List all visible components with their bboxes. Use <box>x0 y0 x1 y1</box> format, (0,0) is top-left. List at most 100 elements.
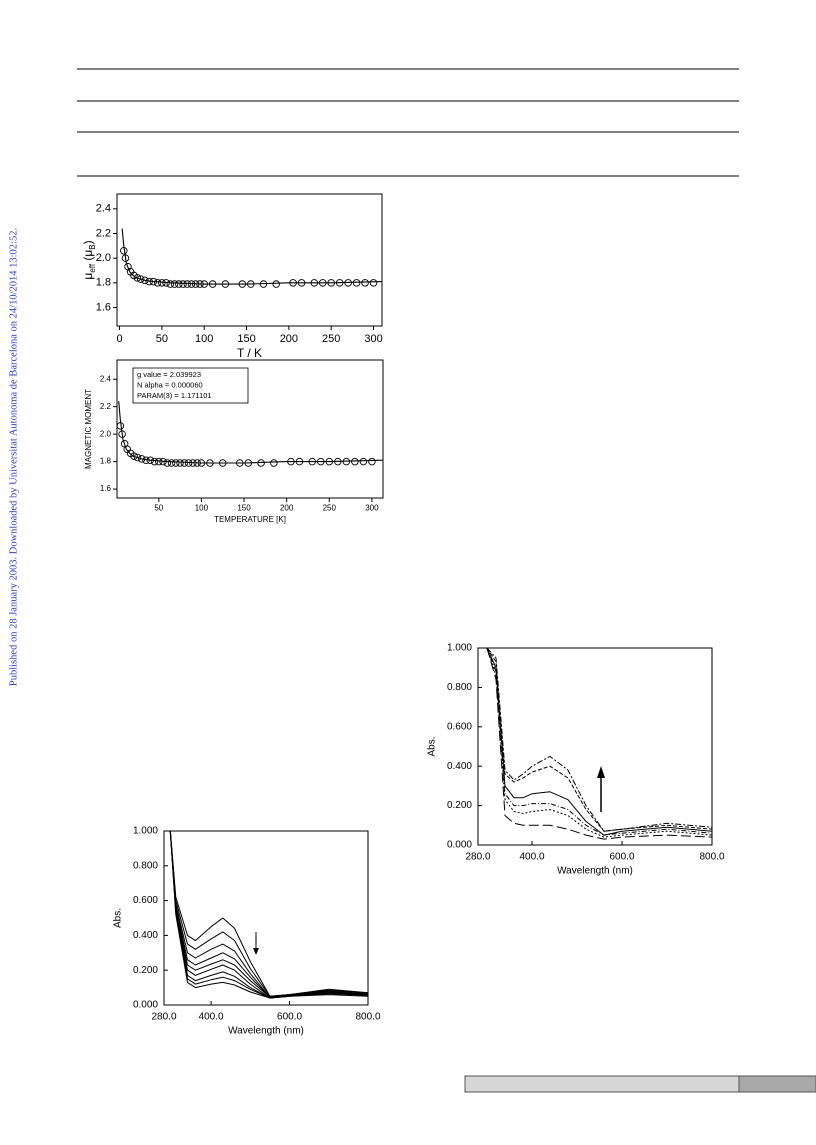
y-tick-label: 2.4 <box>96 203 111 215</box>
y-tick-label: 0.800 <box>133 860 158 871</box>
y-axis-label-part: μ <box>81 273 95 280</box>
y-tick-label: 0.400 <box>133 930 158 941</box>
data-point <box>172 459 180 467</box>
y-tick-label: 0.000 <box>133 1000 158 1011</box>
data-point <box>175 280 183 288</box>
y-axis-label-sub: B <box>88 244 97 249</box>
y-tick-label: 2.0 <box>100 429 112 438</box>
footer-bar <box>464 1075 740 1093</box>
data-line <box>486 647 713 838</box>
data-point <box>369 279 378 287</box>
data-point <box>368 457 376 466</box>
y-tick-label: 0.600 <box>447 721 472 732</box>
y-tick-label: 1.6 <box>100 484 112 493</box>
y-tick-label: 0.600 <box>133 895 158 906</box>
data-line <box>486 647 713 832</box>
data-line <box>169 830 369 999</box>
data-point <box>272 280 280 288</box>
data-line <box>169 830 369 998</box>
y-axis-label: Abs. <box>113 908 124 928</box>
x-tick-label: 250 <box>323 503 337 512</box>
data-point <box>133 453 142 462</box>
x-tick-label: 800.0 <box>699 852 724 863</box>
note-box <box>132 367 249 404</box>
note: N alpha = 0.000060 <box>137 380 203 389</box>
data-line <box>121 228 383 285</box>
x-tick-label: 100 <box>195 503 209 512</box>
y-tick-label: 0.200 <box>447 800 472 811</box>
y-axis-label-sub: eff <box>88 263 97 273</box>
data-point <box>361 279 369 287</box>
x-tick-label: 300 <box>364 333 382 345</box>
plot-frame <box>116 193 383 327</box>
x-tick-label: 100 <box>195 333 213 345</box>
note: g value = 2.039923 <box>137 370 201 379</box>
data-point <box>130 452 138 460</box>
x-tick-label: 400.0 <box>519 852 544 863</box>
plot-frame <box>477 647 713 846</box>
y-tick-label: 0.400 <box>447 761 472 772</box>
x-tick-label: 280.0 <box>151 1012 176 1023</box>
x-tick-label: 150 <box>237 503 251 512</box>
y-tick-label: 0.000 <box>447 840 472 851</box>
data-point <box>136 275 145 283</box>
y-tick-label: 1.000 <box>447 643 472 654</box>
note: PARAM(3) = 1.171101 <box>137 391 212 400</box>
data-line <box>486 647 713 836</box>
x-tick-label: 200 <box>280 333 298 345</box>
x-tick-label: 0 <box>116 333 122 345</box>
data-point <box>167 459 176 467</box>
arrow-head <box>253 948 259 955</box>
data-point <box>179 280 187 288</box>
x-tick-label: 600.0 <box>609 852 634 863</box>
data-line <box>486 647 713 840</box>
data-point <box>153 279 162 287</box>
data-point <box>359 457 368 466</box>
x-tick-label: 300 <box>365 503 379 512</box>
x-tick-label: 50 <box>156 333 168 345</box>
plot-frame <box>116 359 384 499</box>
y-tick-label: 0.800 <box>447 682 472 693</box>
y-tick-label: 1.8 <box>100 457 112 466</box>
y-tick-label: 1.000 <box>133 826 158 837</box>
data-line <box>169 830 369 999</box>
y-axis-label-part: (μ <box>81 250 95 264</box>
arrow-head <box>597 766 605 778</box>
y-tick-label: 1.6 <box>96 301 111 313</box>
y-tick-label: 2.0 <box>96 252 111 264</box>
x-axis-label: Wavelength (nm) <box>228 1026 304 1037</box>
x-tick-label: 50 <box>154 503 163 512</box>
x-tick-label: 800.0 <box>355 1012 380 1023</box>
x-tick-label: 600.0 <box>277 1012 302 1023</box>
footer-bar <box>738 1075 816 1093</box>
y-tick-label: 0.200 <box>133 965 158 976</box>
x-axis-label: T / K <box>237 346 262 360</box>
x-tick-label: 200 <box>280 503 294 512</box>
y-tick-label: 2.2 <box>100 402 112 411</box>
data-line <box>118 401 384 464</box>
data-line <box>486 647 713 836</box>
plot-frame <box>163 830 369 1006</box>
y-axis-label: μeff (μB) <box>81 240 97 279</box>
y-tick-label: 2.4 <box>100 374 112 383</box>
data-point <box>163 459 172 467</box>
data-point <box>166 280 175 288</box>
data-point <box>150 457 159 466</box>
x-tick-label: 150 <box>237 333 255 345</box>
x-tick-label: 280.0 <box>465 852 490 863</box>
y-axis-label: MAGNETIC MOMENT <box>84 389 93 469</box>
x-axis-label: TEMPERATURE [K] <box>214 515 286 524</box>
data-point <box>270 459 278 467</box>
y-axis-label-part: ) <box>81 240 95 244</box>
data-point <box>133 274 142 282</box>
data-point <box>351 457 359 466</box>
side-note[interactable]: Published on 28 January 2003. Downloaded… <box>8 228 19 686</box>
y-tick-label: 1.8 <box>96 277 111 289</box>
y-tick-label: 2.2 <box>96 227 111 239</box>
x-tick-label: 400.0 <box>199 1012 224 1023</box>
data-line <box>486 647 713 832</box>
data-point <box>170 280 179 288</box>
data-point <box>176 459 184 467</box>
